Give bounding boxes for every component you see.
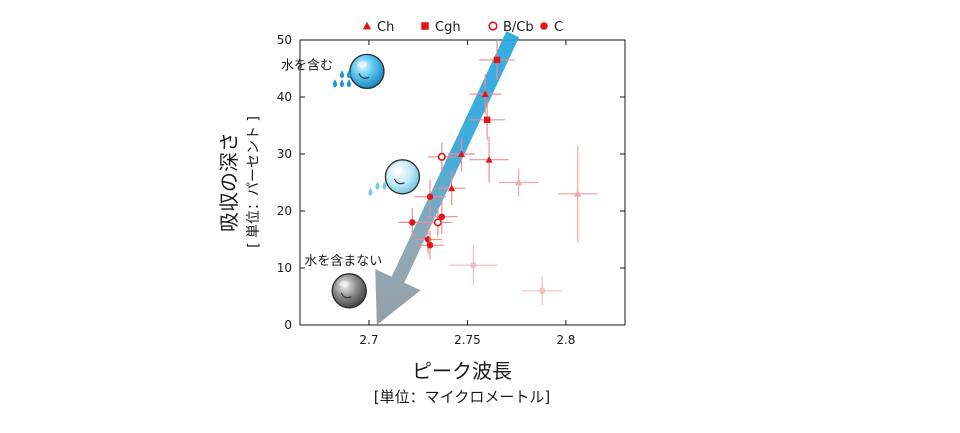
circle-marker — [409, 219, 416, 226]
sphere-highlight — [356, 61, 367, 68]
y-tick-label: 30 — [277, 147, 292, 161]
legend-item: C — [540, 20, 563, 35]
partially-hydrated-sphere-icon — [368, 159, 421, 196]
water-droplet-icon — [339, 79, 344, 88]
open-circle-marker — [433, 218, 442, 227]
legend-label: C — [554, 20, 563, 35]
legend-item: Cgh — [421, 20, 461, 35]
data-point — [414, 179, 446, 214]
sphere-detail — [393, 178, 405, 185]
circle-marker — [539, 287, 546, 295]
y-axis-unit-label: [ 単位：パーセント ] — [246, 116, 262, 248]
axis-ticks: 0 10 20 30 40 50 2.7 2.75 2.8 — [277, 33, 625, 347]
legend-label: Cgh — [435, 20, 461, 35]
data-point — [449, 245, 497, 286]
sphere-body — [331, 273, 367, 309]
water-droplet-icon — [382, 181, 387, 190]
sphere-highlight — [339, 280, 350, 287]
x-tick-label: 2.75 — [454, 333, 481, 347]
trend-arrow-shape — [375, 31, 520, 326]
x-tick-label: 2.8 — [556, 333, 575, 347]
annotation-label: 水を含まない — [304, 253, 382, 269]
x-axis-label: ピーク波長 — [412, 359, 512, 383]
x-tick-label: 2.7 — [359, 333, 378, 347]
legend-label: Ch — [377, 20, 394, 35]
triangle-marker — [457, 150, 466, 157]
water-droplet-icon — [339, 70, 344, 79]
water-droplet-icon — [346, 70, 351, 79]
data-point — [437, 171, 466, 206]
data-point — [447, 136, 476, 172]
data-point — [479, 40, 515, 80]
water-droplet-icon — [368, 187, 373, 196]
circle-marker — [470, 261, 477, 269]
sphere-highlight — [392, 166, 403, 173]
triangle-marker — [485, 156, 493, 163]
legend-item: Ch — [362, 20, 394, 35]
triangle-marker — [362, 21, 372, 30]
y-tick-label: 0 — [284, 318, 292, 332]
x-axis-unit-label: [単位：マイクロメートル] — [374, 388, 550, 406]
data-point — [426, 199, 458, 234]
data-point — [469, 74, 501, 115]
water-droplet-icon — [332, 79, 337, 88]
legend: Ch Cgh B/Cb C — [362, 20, 563, 35]
data-point — [522, 276, 562, 306]
triangle-marker — [515, 178, 523, 186]
y-tick-label: 50 — [277, 33, 292, 47]
y-tick-label: 20 — [277, 204, 292, 218]
sphere-body — [349, 53, 385, 89]
data-point — [416, 230, 444, 260]
square-marker — [493, 56, 501, 64]
data-points — [398, 40, 598, 306]
dry-sphere-icon — [331, 273, 367, 309]
water-droplet-icon — [346, 79, 351, 88]
data-point — [469, 99, 505, 140]
square-marker — [483, 116, 491, 124]
data-point — [428, 142, 456, 172]
y-axis-label: 吸収の深さ — [217, 132, 241, 232]
circle-marker — [438, 213, 446, 220]
legend-label: B/Cb — [503, 20, 534, 35]
open-circle-marker — [488, 21, 498, 31]
circle-marker — [540, 22, 548, 30]
triangle-marker — [481, 90, 489, 98]
triangle-marker — [574, 190, 582, 197]
triangle-marker — [448, 184, 456, 192]
trend-arrow — [375, 31, 520, 326]
sphere-body — [384, 159, 421, 195]
circle-marker — [426, 241, 434, 249]
data-point — [558, 145, 598, 243]
sphere-detail — [340, 292, 352, 299]
data-point — [498, 168, 539, 197]
square-marker — [421, 22, 429, 30]
data-point — [398, 208, 427, 237]
plot-frame — [299, 39, 626, 326]
circle-marker — [426, 193, 434, 200]
annotation-label: 水を含む — [281, 57, 333, 73]
water-droplet-icon — [375, 181, 380, 190]
y-tick-label: 10 — [277, 261, 292, 275]
data-point — [469, 136, 509, 183]
data-point — [424, 208, 452, 237]
water-rich-sphere-icon — [332, 53, 385, 89]
y-tick-label: 40 — [277, 90, 292, 104]
legend-item: B/Cb — [488, 20, 534, 35]
sphere-detail — [358, 73, 370, 79]
open-circle-marker — [437, 152, 446, 161]
